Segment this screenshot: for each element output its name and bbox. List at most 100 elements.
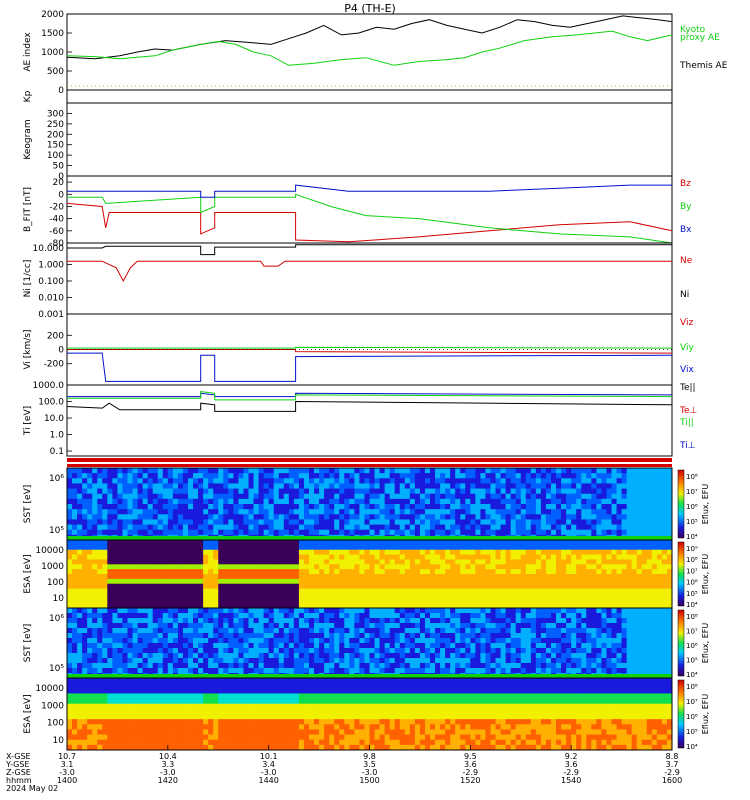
esa_e-cell	[409, 583, 416, 589]
sst_e-colorbar-tick: 10⁷	[686, 488, 698, 496]
esa_e-cell	[248, 540, 254, 546]
sst_e-cell	[530, 524, 537, 531]
sst_e-cell	[213, 468, 219, 474]
sst_e-cell	[525, 514, 532, 520]
esa_e-cell	[596, 574, 602, 580]
esa_e-cell	[535, 578, 542, 585]
sst_e-cell	[409, 514, 416, 520]
esa_e-cell	[218, 574, 224, 580]
sst_i-cell	[490, 643, 496, 649]
sst_e-cell	[258, 519, 265, 525]
sst_e-cell	[329, 504, 335, 510]
sst_e-cell	[631, 468, 638, 474]
sst_e-cell	[399, 473, 406, 479]
sst_i-cell	[309, 653, 315, 659]
esa_e-cell	[661, 549, 668, 555]
sst_i-cell	[394, 633, 401, 639]
sst_e-cell	[435, 498, 441, 505]
esa_e-cell	[92, 578, 98, 585]
sst_i-cell	[525, 638, 532, 644]
sst_e-cell	[193, 468, 199, 474]
esa_e-cell	[303, 603, 310, 609]
sst_i-cell	[551, 623, 557, 629]
esa_e-cell	[77, 544, 83, 551]
esa_e-cell	[339, 564, 345, 570]
sst_i-cell	[364, 648, 370, 654]
esa_e-cell	[193, 574, 199, 580]
esa_e-cell	[203, 559, 209, 565]
sst_i-cell	[374, 618, 380, 624]
sst_e-cell	[152, 504, 159, 510]
esa_e-cell	[268, 569, 275, 575]
esa_e-cell	[389, 588, 396, 594]
sst_i-cell	[102, 638, 108, 644]
sst_e-cell	[475, 473, 481, 479]
sst_e-cell	[596, 488, 602, 495]
sst_e-cell	[208, 524, 214, 531]
esa_e-cell	[349, 588, 355, 594]
sst_e-cell	[374, 468, 380, 474]
esa_e-cell	[616, 544, 622, 551]
sst_i-cell	[283, 628, 290, 634]
sst_i-cell	[455, 613, 461, 619]
sst_e-cell	[298, 504, 305, 510]
esa_e-cell	[666, 598, 673, 604]
sst_e-cell	[465, 529, 471, 536]
esa_e-cell	[661, 583, 668, 589]
esa_e-cell	[303, 540, 310, 546]
sst_i-cell	[188, 613, 194, 619]
sst_i-cell	[122, 643, 128, 649]
sst_e-cell	[238, 493, 244, 500]
esa_e-cell	[566, 549, 572, 555]
sst_e-cell	[646, 514, 653, 520]
sst_e-cell	[127, 519, 133, 525]
sst_e-cell	[545, 473, 552, 479]
sst_i-cell	[157, 668, 164, 674]
sst_i-cell	[586, 623, 592, 629]
esa_e-cell	[349, 578, 355, 585]
sst_i-cell	[278, 623, 285, 629]
sst_e-cell	[616, 529, 622, 536]
sst_e-cell	[545, 529, 552, 536]
sst_i-cell	[354, 623, 360, 629]
sst_i-cell	[137, 658, 144, 664]
sst_e-cell	[349, 509, 355, 515]
sst_i-cell	[445, 638, 451, 644]
sst_e-cell	[293, 488, 300, 495]
sst_i-cell	[586, 608, 592, 614]
sst_e-cell	[329, 519, 335, 525]
esa_e-cell	[656, 564, 663, 570]
sst_e-cell	[389, 504, 396, 510]
esa_e-cell	[82, 569, 88, 575]
sst_i-cell	[520, 643, 527, 649]
esa_e-cell	[561, 578, 567, 585]
sst_i-cell	[107, 623, 113, 629]
sst_e-cell	[339, 478, 345, 484]
sst_e-cell	[561, 468, 567, 474]
sst_e-cell	[243, 514, 249, 520]
esa_e-cell	[374, 593, 380, 599]
esa_e-cell	[601, 588, 607, 594]
sst_e-cell	[430, 498, 436, 505]
sst_e-cell	[157, 468, 164, 474]
esa_e-cell	[182, 603, 189, 609]
esa_e-cell	[172, 569, 179, 575]
sst_i-cell	[419, 663, 426, 669]
esa_e-cell	[278, 540, 285, 546]
sst_e-cell	[424, 524, 431, 531]
sst_e-cell	[67, 493, 73, 500]
sst_i-cell	[394, 648, 401, 654]
esa_e-cell	[561, 593, 567, 599]
sst_i-cell	[142, 663, 149, 669]
esa_e-cell	[344, 554, 350, 560]
sst_i-cell	[384, 663, 391, 669]
esa_e-cell	[399, 574, 406, 580]
sst_i-cell	[97, 618, 103, 624]
esa_e-cell	[117, 569, 123, 575]
sst_e-cell	[384, 468, 391, 474]
esa_e-cell	[309, 559, 315, 565]
sst_i-cell	[309, 663, 315, 669]
sst_i-cell	[117, 648, 123, 654]
sst_e-cell	[193, 524, 199, 531]
sst_i-cell	[67, 643, 73, 649]
